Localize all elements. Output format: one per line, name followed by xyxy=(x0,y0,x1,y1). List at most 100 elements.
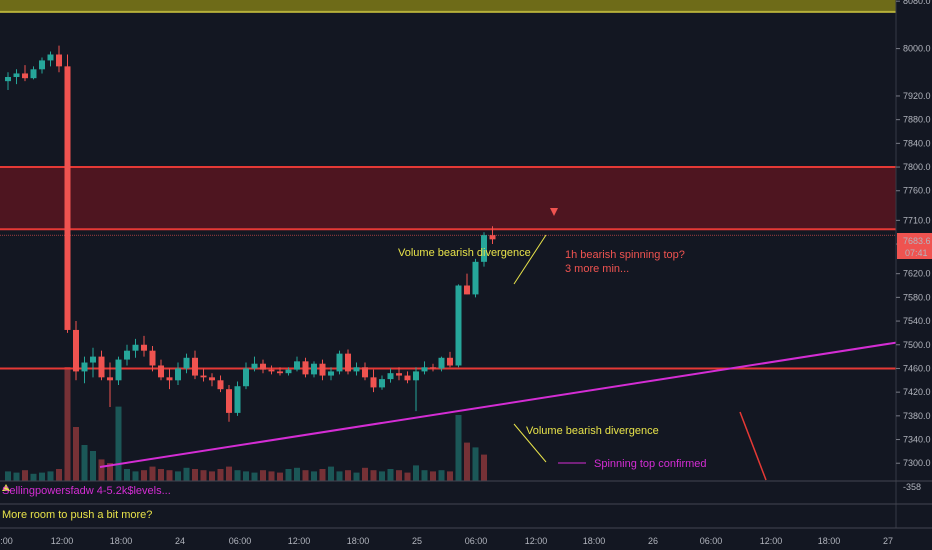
bottom-panel-line-2[interactable]: More room to push a bit more? xyxy=(2,509,152,521)
time-tick-label-7: 25 xyxy=(412,536,422,546)
candle-body-50[interactable] xyxy=(430,367,436,369)
candle-body-53[interactable] xyxy=(455,285,462,366)
candle-body-26[interactable] xyxy=(226,389,232,413)
volume-bar-53 xyxy=(455,415,462,481)
price-tick-label-7: 7710.0 xyxy=(903,215,931,225)
candle-body-7[interactable] xyxy=(64,66,71,330)
red-diagonal-drawing[interactable] xyxy=(739,411,767,481)
candle-body-41[interactable] xyxy=(353,367,360,372)
candle-body-48[interactable] xyxy=(413,371,419,381)
bottom-panel-overlapping-text[interactable]: Sellingpowersfadw 4-5.2k$levels... xyxy=(2,485,171,497)
candle-body-3[interactable] xyxy=(30,69,37,79)
candle-body-18[interactable] xyxy=(158,365,164,378)
candle-body-25[interactable] xyxy=(217,380,224,390)
candle-body-27[interactable] xyxy=(234,386,241,413)
candle-body-23[interactable] xyxy=(200,375,207,378)
horizontal-levels xyxy=(0,10,896,370)
volume-bar-4 xyxy=(39,472,45,481)
candle-body-13[interactable] xyxy=(115,359,122,381)
candle-body-28[interactable] xyxy=(243,368,249,387)
price-tick-label-16: 7340.0 xyxy=(903,435,931,445)
time-tick-label-11: 26 xyxy=(648,536,658,546)
annotation-spinning-top-confirmed[interactable]: Spinning top confirmed xyxy=(594,458,707,470)
price-zone-1[interactable] xyxy=(0,0,896,12)
candle-body-0[interactable] xyxy=(5,77,11,82)
candle-body-5[interactable] xyxy=(47,54,54,61)
volume-bar-47 xyxy=(404,472,411,481)
volume-bar-46 xyxy=(396,470,402,481)
candle-body-20[interactable] xyxy=(175,368,181,381)
time-tick-label-4: 06:00 xyxy=(229,536,252,546)
candle-body-54[interactable] xyxy=(464,285,470,295)
candle-body-32[interactable] xyxy=(277,371,283,374)
price-tick-label-2: 7920.0 xyxy=(903,91,931,101)
candle-body-44[interactable] xyxy=(379,379,385,388)
candle-body-55[interactable] xyxy=(472,261,479,295)
candle-body-12[interactable] xyxy=(107,377,113,381)
time-tick-label-3: 24 xyxy=(175,536,185,546)
candle-body-46[interactable] xyxy=(396,373,402,376)
volume-bar-49 xyxy=(421,470,428,481)
candle-body-21[interactable] xyxy=(183,357,190,369)
volume-bar-45 xyxy=(387,469,394,481)
volume-bar-25 xyxy=(217,469,224,481)
candle-body-52[interactable] xyxy=(447,357,453,366)
candle-body-49[interactable] xyxy=(421,367,428,372)
candle-body-11[interactable] xyxy=(98,356,105,378)
candle-body-16[interactable] xyxy=(141,344,147,351)
annotation-volume-divergence-price[interactable]: Volume bearish divergence xyxy=(398,247,531,259)
candle-body-42[interactable] xyxy=(362,367,368,378)
candle-body-38[interactable] xyxy=(328,371,334,376)
candle-body-35[interactable] xyxy=(302,361,309,375)
candle-body-36[interactable] xyxy=(311,363,317,375)
candle-body-56[interactable] xyxy=(481,235,487,262)
price-tick-label-6: 7760.0 xyxy=(903,186,931,196)
candle-body-33[interactable] xyxy=(285,369,292,374)
price-tick-label-0: 8080.0 xyxy=(903,0,931,6)
volume-bar-14 xyxy=(124,469,130,481)
candle-body-17[interactable] xyxy=(149,350,156,366)
candle-body-22[interactable] xyxy=(192,357,198,376)
candle-body-8[interactable] xyxy=(73,329,79,372)
time-tick-label-2: 18:00 xyxy=(110,536,133,546)
volume-bar-26 xyxy=(226,466,232,481)
candle-body-2[interactable] xyxy=(22,73,28,79)
candle-body-51[interactable] xyxy=(438,357,445,369)
candle-body-57[interactable] xyxy=(489,235,496,240)
lower-axis-value: -358 xyxy=(903,482,921,492)
price-axis[interactable] xyxy=(896,0,932,528)
candle-body-39[interactable] xyxy=(336,353,343,372)
candle-body-47[interactable] xyxy=(404,375,411,381)
volume-bar-42 xyxy=(362,467,368,481)
annotation-spinning-top-question[interactable]: 1h bearish spinning top? xyxy=(565,249,685,261)
candle-body-19[interactable] xyxy=(166,377,173,381)
candle-body-4[interactable] xyxy=(39,60,45,70)
annotation-volume-divergence-volume[interactable]: Volume bearish divergence xyxy=(526,425,659,437)
annotation-minutes-left[interactable]: 3 more min... xyxy=(565,263,629,275)
trendline-support[interactable] xyxy=(99,341,901,468)
candle-body-40[interactable] xyxy=(345,353,351,372)
candle-body-30[interactable] xyxy=(260,363,266,370)
candle-body-45[interactable] xyxy=(387,373,394,380)
volume-bar-18 xyxy=(158,469,164,481)
price-zone-0[interactable] xyxy=(0,167,896,230)
candle-body-37[interactable] xyxy=(319,363,326,376)
candle-body-14[interactable] xyxy=(124,350,130,360)
price-tick-label-12: 7500.0 xyxy=(903,340,931,350)
candle-body-10[interactable] xyxy=(90,356,96,363)
candle-body-24[interactable] xyxy=(209,377,215,381)
candle-body-9[interactable] xyxy=(81,362,88,372)
candle-body-31[interactable] xyxy=(268,369,275,372)
candle-body-43[interactable] xyxy=(370,377,377,388)
volume-bar-21 xyxy=(183,467,190,481)
candle-body-1[interactable] xyxy=(13,73,20,78)
candle-body-29[interactable] xyxy=(251,363,258,369)
candlesticks xyxy=(5,45,496,422)
volume-bar-40 xyxy=(345,470,351,481)
volume-bar-7 xyxy=(64,367,71,481)
time-tick-label-5: 12:00 xyxy=(288,536,311,546)
candle-body-6[interactable] xyxy=(56,54,62,67)
candle-body-15[interactable] xyxy=(132,344,139,351)
candle-body-34[interactable] xyxy=(294,361,300,370)
